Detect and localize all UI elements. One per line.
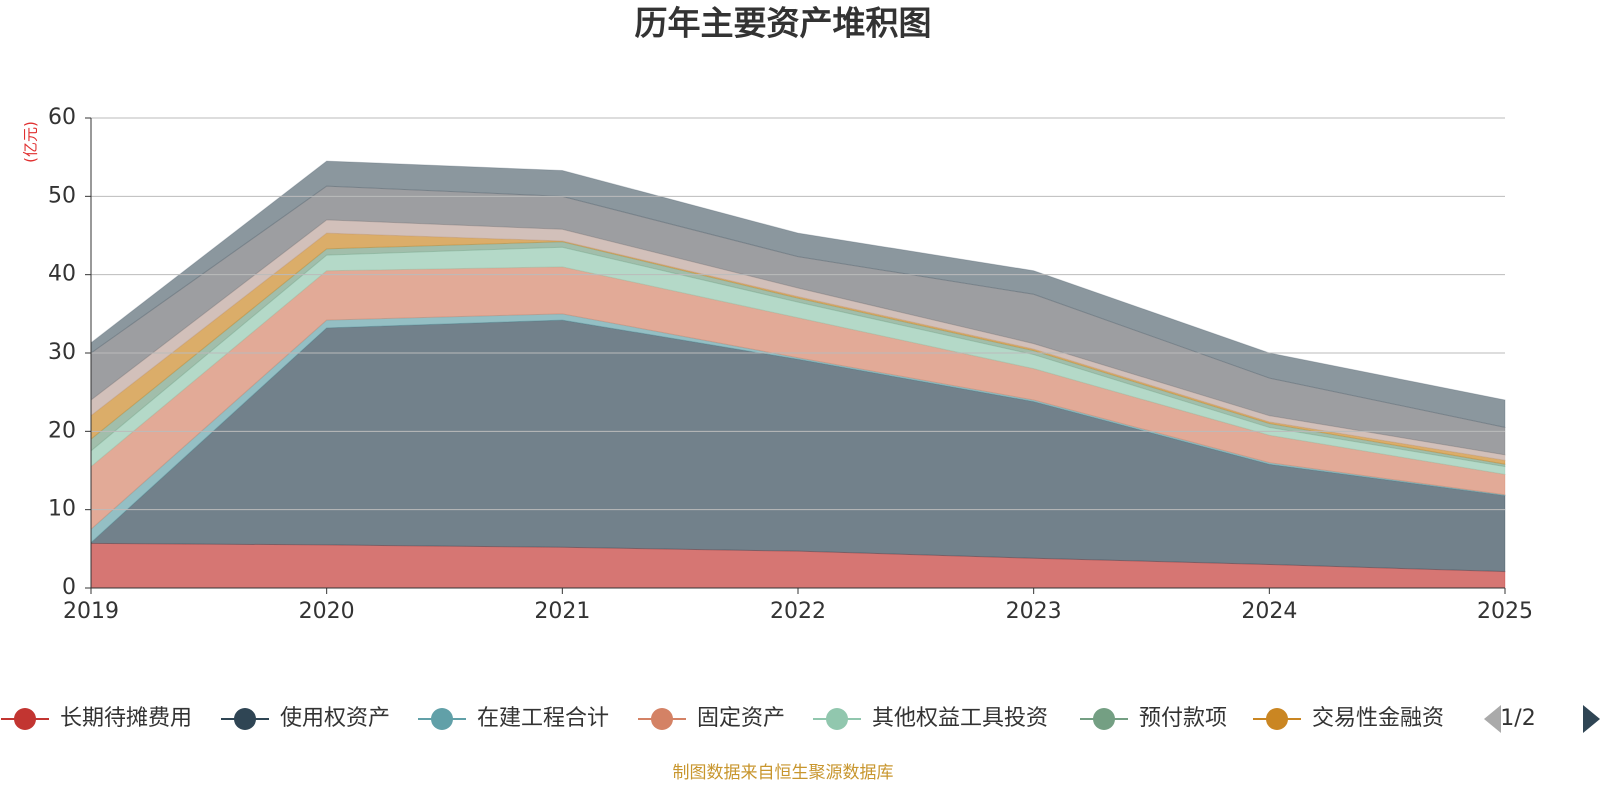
source-note: 制图数据来自恒生聚源数据库: [673, 763, 894, 783]
legend-prev[interactable]: [1484, 705, 1501, 733]
x-tick-label: 2025: [1477, 599, 1533, 624]
legend-label: 在建工程合计: [477, 706, 609, 731]
y-tick-label: 30: [48, 340, 76, 365]
x-tick-label: 2021: [534, 599, 590, 624]
chart-title: 历年主要资产堆积图: [635, 4, 932, 43]
legend-label: 使用权资产: [280, 706, 390, 731]
legend-label: 交易性金融资: [1312, 706, 1444, 731]
legend-marker: [1093, 708, 1115, 730]
area: [90, 241, 1506, 468]
x-tick-label: 2024: [1241, 599, 1297, 624]
legend-marker: [234, 708, 256, 730]
y-axis-label: (亿元): [22, 121, 40, 163]
legend-marker: [1266, 708, 1288, 730]
legend-page: 1/2: [1500, 706, 1535, 731]
y-tick-label: 0: [62, 575, 76, 600]
area: [90, 319, 1506, 573]
y-tick-label: 50: [48, 183, 76, 208]
x-tick-label: 2020: [299, 599, 355, 624]
legend-marker: [826, 708, 848, 730]
legend-label: 其他权益工具投资: [872, 706, 1048, 731]
x-tick-label: 2022: [770, 599, 826, 624]
legend-marker: [651, 708, 673, 730]
y-tick-label: 10: [48, 497, 76, 522]
y-tick-label: 40: [48, 262, 76, 287]
x-tick-label: 2019: [63, 599, 119, 624]
legend-next[interactable]: [1583, 705, 1600, 733]
legend-marker: [431, 708, 453, 730]
y-tick-label: 60: [48, 105, 76, 130]
y-tick-label: 20: [48, 418, 76, 443]
area: [90, 160, 1506, 429]
legend-label: 长期待摊费用: [60, 706, 192, 731]
legend-marker: [14, 708, 36, 730]
legend-label: 固定资产: [697, 706, 785, 731]
legend-label: 预付款项: [1139, 706, 1227, 731]
plot-area: [90, 160, 1506, 589]
x-tick-label: 2023: [1006, 599, 1062, 624]
